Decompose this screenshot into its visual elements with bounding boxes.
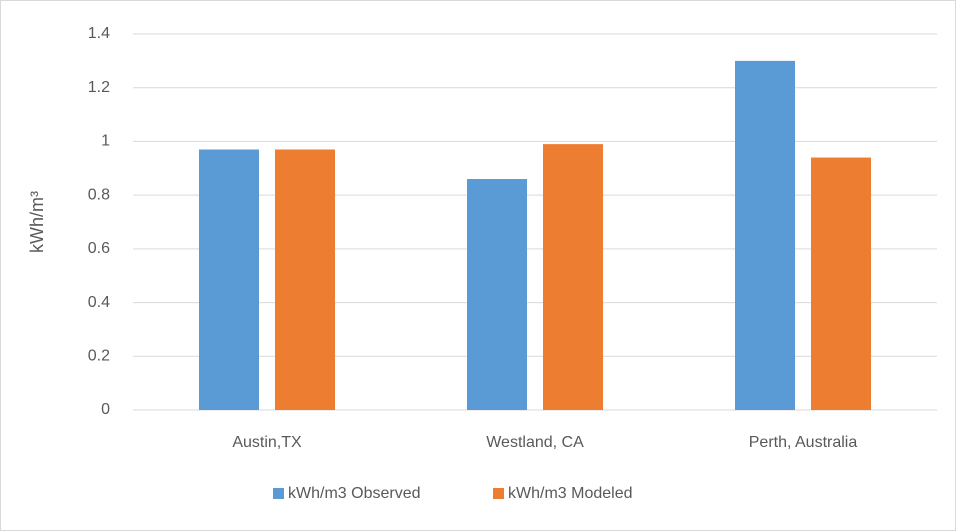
x-tick-label: Westland, CA — [486, 434, 584, 451]
legend-label: kWh/m3 Observed — [288, 485, 420, 502]
bar — [275, 149, 335, 410]
y-tick-label: 0.2 — [88, 348, 110, 365]
y-tick-label: 1.2 — [88, 79, 110, 96]
bar — [467, 179, 527, 410]
x-tick-label: Perth, Australia — [749, 434, 858, 451]
bar — [543, 144, 603, 410]
legend-swatch — [273, 488, 284, 499]
y-tick-label: 1.4 — [88, 25, 110, 42]
legend-swatch — [493, 488, 504, 499]
y-axis-title: kWh/m³ — [27, 191, 47, 253]
bar — [199, 149, 259, 410]
legend-label: kWh/m3 Modeled — [508, 485, 633, 502]
y-tick-label: 0.8 — [88, 186, 110, 203]
x-tick-label: Austin,TX — [232, 434, 302, 451]
bar — [811, 157, 871, 410]
y-tick-label: 0.4 — [88, 294, 110, 311]
y-tick-label: 0 — [101, 401, 110, 418]
y-tick-label: 0.6 — [88, 240, 110, 257]
y-tick-label: 1 — [101, 133, 110, 150]
bar — [735, 60, 795, 410]
